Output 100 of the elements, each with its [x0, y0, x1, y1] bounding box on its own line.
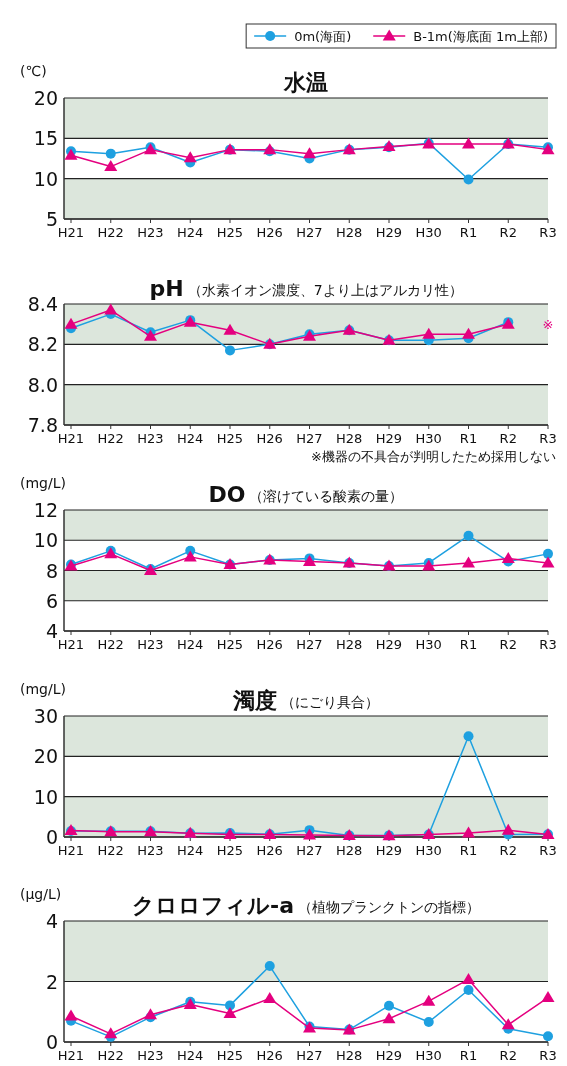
point	[104, 1027, 118, 1039]
x-tick-label: H22	[97, 1048, 124, 1063]
x-tick-label: R1	[459, 225, 478, 240]
x-tick-label: H25	[216, 225, 244, 240]
chart-subtitle: （植物プランクトンの指標）	[297, 899, 480, 915]
point	[422, 327, 436, 339]
point	[382, 1012, 396, 1024]
chart-title: 水温	[283, 70, 328, 95]
point	[105, 148, 116, 159]
x-tick-label: R1	[459, 843, 478, 858]
y-axis-title: (mg/L)	[20, 681, 66, 697]
point	[422, 994, 436, 1006]
x-tick-label: R2	[499, 225, 517, 240]
x-tick-label: H27	[296, 431, 323, 446]
x-tick-label: R3	[539, 1048, 557, 1063]
x-tick-label: H22	[97, 225, 124, 240]
x-tick-label: R1	[459, 637, 478, 652]
chart-title: pH	[149, 276, 184, 301]
y-tick-label: 30	[33, 705, 58, 727]
x-tick-label: H25	[216, 1048, 244, 1063]
x-tick-label: R3	[539, 843, 557, 858]
x-tick-label: H24	[177, 431, 204, 446]
x-tick-label: H30	[415, 225, 442, 240]
y-tick-label: 10	[33, 167, 58, 190]
y-tick-label: 15	[33, 127, 58, 150]
point	[463, 731, 474, 742]
y-tick-label: 20	[33, 745, 58, 768]
x-tick-label: H28	[336, 637, 363, 652]
point	[384, 1000, 394, 1011]
x-tick-label: H30	[415, 843, 442, 858]
x-tick-label: H24	[177, 637, 204, 652]
point	[462, 556, 475, 568]
x-tick-label: H25	[216, 843, 244, 858]
x-tick-label: H22	[97, 843, 124, 858]
x-tick-label: H23	[137, 1048, 164, 1063]
point	[104, 160, 118, 172]
point	[462, 826, 475, 838]
x-tick-label: H24	[177, 225, 204, 240]
point	[543, 1031, 553, 1042]
point	[303, 828, 316, 840]
x-tick-label: R2	[499, 843, 517, 858]
point	[462, 972, 475, 984]
x-tick-label: H30	[415, 1048, 442, 1063]
x-tick-label: H23	[137, 637, 164, 652]
x-tick-label: H21	[57, 637, 85, 652]
x-tick-label: H30	[415, 637, 442, 652]
x-tick-label: H23	[137, 843, 164, 858]
x-tick-label: H23	[137, 431, 164, 446]
y-tick-label: 10	[33, 785, 58, 808]
x-tick-label: R2	[499, 431, 517, 446]
x-tick-label: H29	[375, 1048, 403, 1063]
x-tick-label: H24	[177, 843, 204, 858]
point	[223, 1007, 237, 1019]
y-tick-label: 8	[45, 559, 58, 582]
y-tick-label: 8.2	[27, 333, 58, 356]
y-axis-title: (μg/L)	[20, 886, 62, 902]
x-tick-label: H27	[296, 1048, 323, 1063]
y-tick-label: 2	[45, 970, 58, 993]
x-tick-label: H23	[137, 225, 164, 240]
y-tick-label: 4	[45, 910, 58, 932]
y-tick-label: 8.4	[27, 293, 58, 315]
point	[541, 991, 555, 1003]
point	[144, 1008, 157, 1020]
point	[462, 137, 475, 149]
point	[501, 551, 515, 563]
x-tick-label: H21	[57, 1048, 85, 1063]
y-tick-label: 20	[33, 87, 58, 109]
x-tick-label: H26	[256, 1048, 283, 1063]
point	[263, 991, 277, 1003]
x-tick-label: H28	[336, 225, 363, 240]
x-tick-label: H21	[57, 843, 85, 858]
point	[183, 151, 197, 163]
point	[104, 303, 118, 315]
x-tick-label: H28	[336, 431, 363, 446]
point	[463, 984, 474, 995]
x-tick-label: H21	[57, 225, 85, 240]
y-tick-label: 4	[45, 620, 58, 642]
x-tick-label: H29	[375, 225, 403, 240]
chart-title: DO	[208, 482, 246, 507]
y-tick-label: 0	[45, 1031, 58, 1053]
point	[501, 823, 515, 835]
x-tick-label: H25	[216, 637, 244, 652]
x-tick-label: H26	[256, 637, 283, 652]
chart-subtitle: （水素イオン濃度、7より上はアルカリ性）	[187, 282, 463, 298]
x-tick-label: R3	[539, 225, 557, 240]
x-tick-label: H22	[97, 637, 124, 652]
chart-title: クロロフィル-a	[132, 893, 294, 918]
annotation: ※	[542, 317, 554, 333]
x-tick-label: H28	[336, 843, 363, 858]
x-tick-label: R1	[459, 431, 478, 446]
y-tick-label: 10	[33, 529, 58, 552]
x-tick-label: R3	[539, 637, 557, 652]
point	[463, 174, 474, 185]
x-tick-label: R2	[499, 1048, 517, 1063]
point	[225, 345, 235, 356]
x-tick-label: H30	[415, 431, 442, 446]
point	[462, 327, 475, 339]
point	[64, 317, 78, 329]
x-tick-label: R1	[459, 1048, 478, 1063]
x-tick-label: H29	[375, 637, 403, 652]
